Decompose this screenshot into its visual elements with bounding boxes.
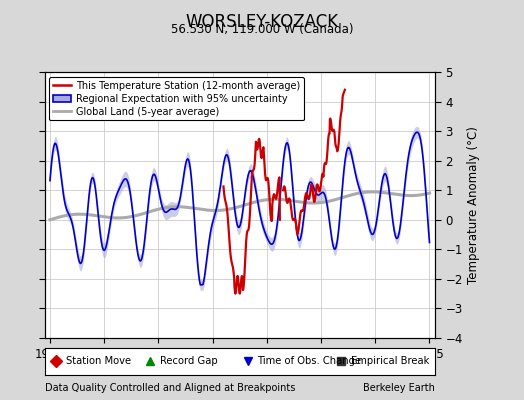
Text: 56.530 N, 119.000 W (Canada): 56.530 N, 119.000 W (Canada) [171, 23, 353, 36]
Text: Record Gap: Record Gap [160, 356, 217, 366]
Text: Time of Obs. Change: Time of Obs. Change [257, 356, 362, 366]
Text: Station Move: Station Move [66, 356, 131, 366]
Text: Data Quality Controlled and Aligned at Breakpoints: Data Quality Controlled and Aligned at B… [45, 383, 295, 393]
Y-axis label: Temperature Anomaly (°C): Temperature Anomaly (°C) [467, 126, 480, 284]
Text: Berkeley Earth: Berkeley Earth [363, 383, 435, 393]
Text: WORSLEY-KOZACK: WORSLEY-KOZACK [185, 13, 339, 31]
Legend: This Temperature Station (12-month average), Regional Expectation with 95% uncer: This Temperature Station (12-month avera… [49, 77, 304, 120]
Text: Empirical Break: Empirical Break [351, 356, 429, 366]
